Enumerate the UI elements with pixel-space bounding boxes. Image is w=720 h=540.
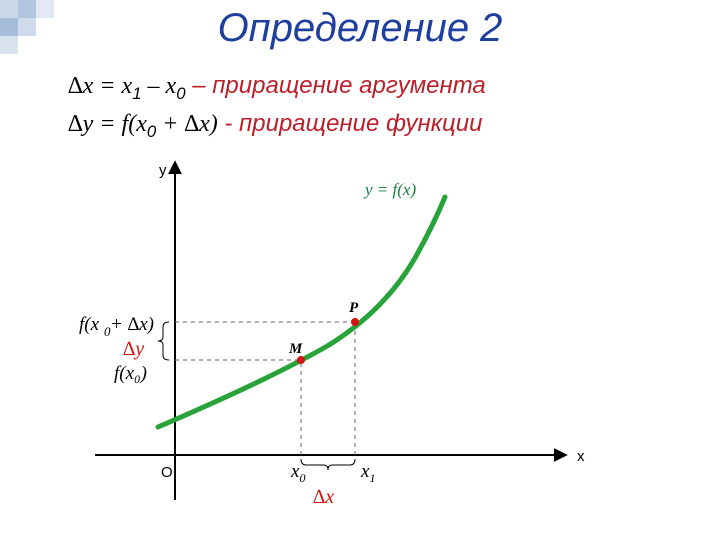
definitions: ∆x = x1 – x0 – приращение аргумента ∆y = … bbox=[68, 72, 486, 148]
def-rhs: – приращение аргумента bbox=[186, 72, 486, 99]
def-lhs: ∆y = f(x0 + ∆x) bbox=[68, 110, 218, 137]
definition-line: ∆y = f(x0 + ∆x) - приращение функции bbox=[68, 110, 486, 142]
svg-text:x: x bbox=[577, 448, 585, 465]
svg-text:P: P bbox=[349, 300, 359, 316]
def-rhs: - приращение функции bbox=[218, 110, 483, 137]
chart-svg: xyOy = f(x)MPf(x₀)f(x0 + ∆x)∆yx0x1∆x bbox=[55, 155, 590, 530]
svg-text:O: O bbox=[161, 464, 173, 481]
def-lhs: ∆x = x1 – x0 bbox=[68, 72, 186, 99]
svg-text:M: M bbox=[288, 341, 303, 357]
definition-line: ∆x = x1 – x0 – приращение аргумента bbox=[68, 72, 486, 104]
svg-text:f(x: f(x bbox=[79, 314, 100, 335]
slide-title: Определение 2 bbox=[0, 6, 720, 51]
svg-text:y: y bbox=[159, 162, 167, 179]
slide-title-text: Определение 2 bbox=[218, 6, 503, 50]
svg-text:∆x: ∆x bbox=[313, 486, 334, 508]
svg-text:f(x₀): f(x₀) bbox=[114, 363, 147, 384]
svg-text:x1: x1 bbox=[360, 461, 375, 485]
svg-text:+ ∆x): + ∆x) bbox=[110, 314, 154, 335]
chart: xyOy = f(x)MPf(x₀)f(x0 + ∆x)∆yx0x1∆x bbox=[55, 155, 590, 530]
svg-text:∆y: ∆y bbox=[123, 338, 144, 360]
svg-text:y = f(x): y = f(x) bbox=[363, 180, 416, 199]
